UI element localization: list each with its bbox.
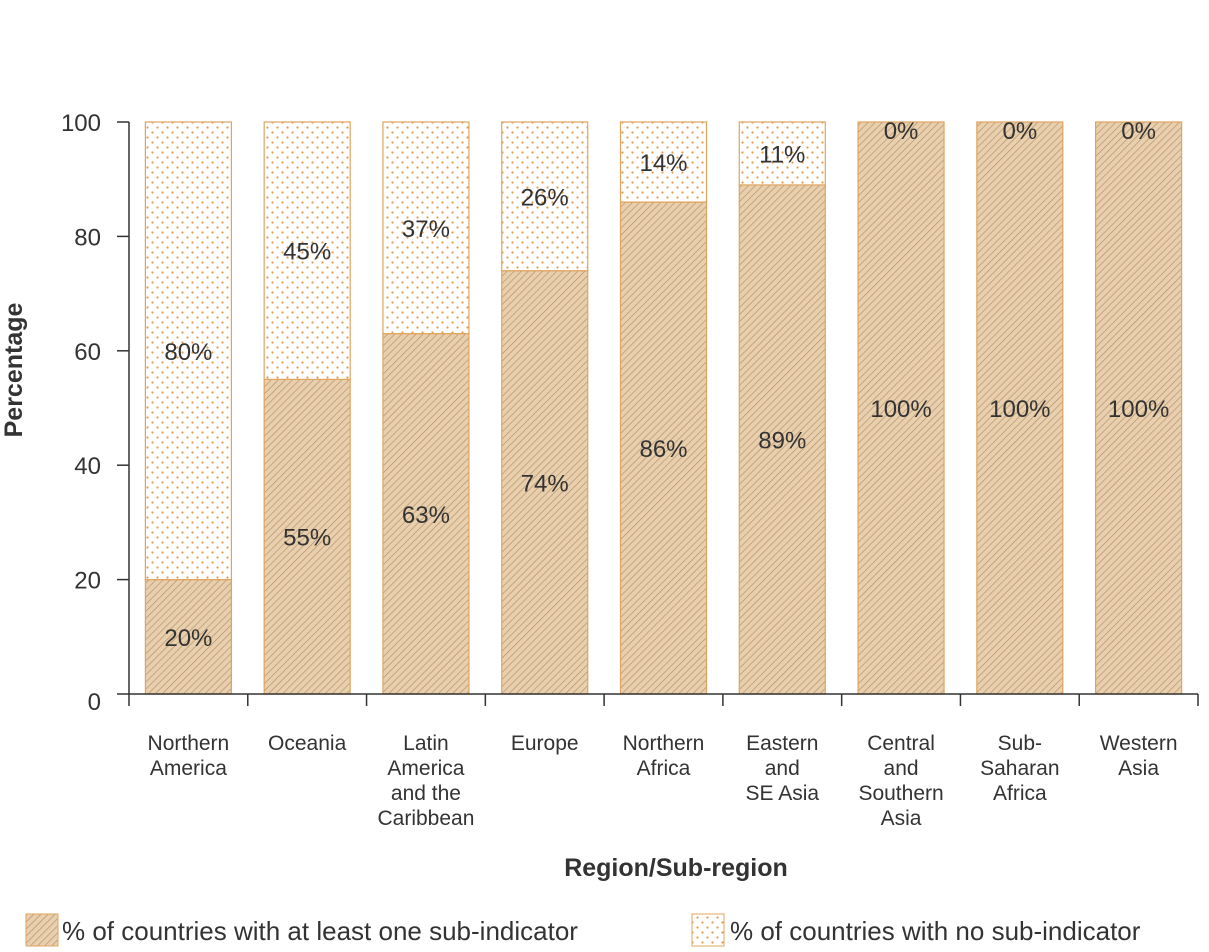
data-label-none: 37% [402,216,450,243]
y-axis-title: Percentage [0,303,28,438]
labels-layer: 20% 80% Northern America 55% 45% Oceania 63% 37%… [148,118,1178,830]
legend: % of countries with at least one sub-ind… [25,913,1141,947]
x-category-label: Eastern and SE Asia [746,732,820,805]
bar-segment-at-least-one [382,333,470,695]
data-label-at-least-one: 20% [164,625,212,652]
bar-segment-none [619,121,708,203]
bar-segment-at-least-one [857,121,945,695]
x-category-label: Central and Southern Asia [858,732,943,830]
bar-segment-at-least-one [144,578,232,695]
x-category-label: Oceania [268,732,347,755]
x-category-label: Northern Africa [623,732,705,780]
y-tick-label: 0 [88,689,101,716]
data-label-at-least-one: 100% [870,396,931,423]
x-category-label: Western Asia [1100,732,1178,780]
data-label-none: 26% [521,184,569,211]
data-label-at-least-one: 100% [1108,396,1169,423]
data-label-at-least-one: 74% [521,470,569,497]
y-tick-label: 60 [74,339,101,366]
bars-layer [144,121,1183,695]
bar-segment-none [501,121,589,272]
y-tick-label: 100 [61,110,101,137]
x-category-label: Sub-Saharan Africa [980,732,1059,805]
legend-swatch-hatched [25,913,59,947]
data-label-none: 80% [164,339,212,366]
legend-swatch-dotted [691,913,725,947]
y-tick-label: 40 [74,453,101,480]
y-tick-label: 20 [74,568,101,595]
data-label-none: 11% [759,141,805,168]
data-label-at-least-one: 89% [758,427,806,454]
bar-segment-at-least-one [738,184,826,695]
x-category-label: Latin America and the Caribbean [377,732,474,830]
bar-segment-none [144,121,232,581]
y-tick-label: 80 [74,224,101,251]
bar-segment-none [738,121,826,186]
data-label-none: 0% [884,118,919,145]
data-label-at-least-one: 86% [639,436,687,463]
axes-layer: 0 20 40 60 80 100 [61,110,1199,716]
data-label-none: 45% [283,239,331,266]
data-label-at-least-one: 55% [283,525,331,552]
data-label-none: 14% [639,150,687,177]
legend-label-none: % of countries with no sub-indicator [730,916,1141,946]
bar-segment-none [263,121,351,380]
x-axis-title: Region/Sub-region [564,854,788,882]
legend-label-at-least-one: % of countries with at least one sub-ind… [62,916,578,946]
data-label-none: 0% [1002,118,1037,145]
x-category-label: Europe [511,732,579,755]
data-label-none: 0% [1121,118,1156,145]
bar-segment-at-least-one [976,121,1064,695]
bar-segment-at-least-one [1095,121,1183,695]
data-label-at-least-one: 63% [402,502,450,529]
bar-segment-none [382,121,470,335]
data-label-at-least-one: 100% [989,396,1050,423]
x-category-label: Northern America [148,732,230,780]
